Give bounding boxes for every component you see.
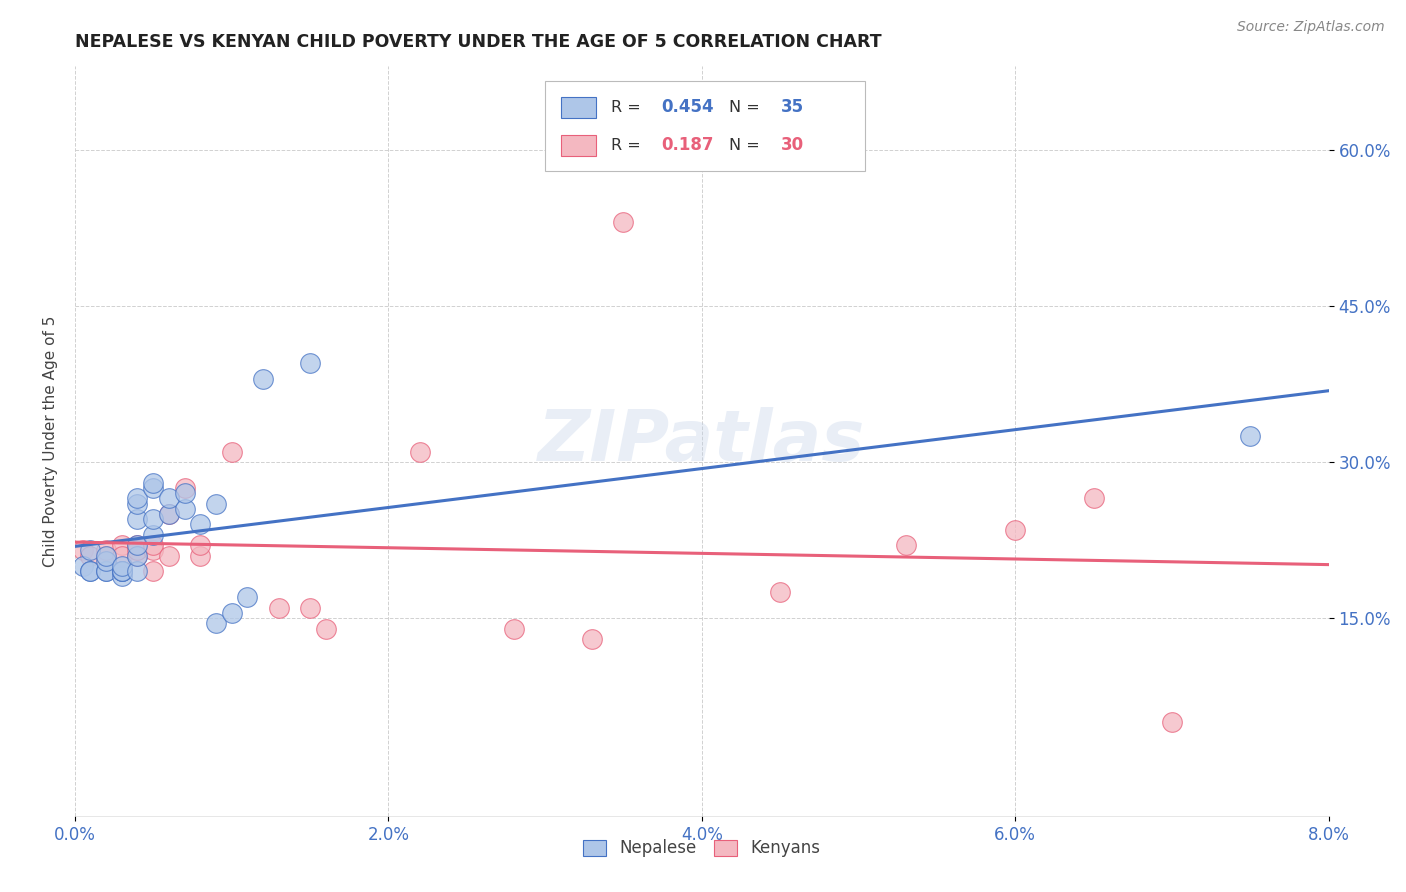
Text: N =: N =	[730, 137, 765, 153]
Text: 0.187: 0.187	[662, 136, 714, 154]
Y-axis label: Child Poverty Under the Age of 5: Child Poverty Under the Age of 5	[44, 316, 58, 566]
Point	[188, 549, 211, 563]
Point	[236, 591, 259, 605]
Point	[72, 559, 94, 574]
Point	[111, 549, 134, 563]
Point	[173, 481, 195, 495]
Point	[205, 497, 228, 511]
Point	[94, 554, 117, 568]
Text: 30: 30	[780, 136, 804, 154]
Point	[111, 564, 134, 578]
Point	[94, 549, 117, 563]
Point	[157, 507, 180, 521]
Point	[79, 564, 101, 578]
Point	[157, 491, 180, 506]
Point	[315, 622, 337, 636]
Point	[769, 585, 792, 599]
Text: 0.454: 0.454	[662, 98, 714, 116]
Point	[79, 549, 101, 563]
Point	[94, 549, 117, 563]
Point	[79, 564, 101, 578]
Point	[173, 501, 195, 516]
Point	[111, 538, 134, 552]
Point	[111, 559, 134, 574]
Point	[188, 517, 211, 532]
Point	[142, 538, 165, 552]
Point	[1083, 491, 1105, 506]
Point	[408, 444, 430, 458]
Point	[127, 549, 149, 563]
Point	[157, 507, 180, 521]
Point	[252, 372, 274, 386]
Point	[127, 549, 149, 563]
Legend: Nepalese, Kenyans: Nepalese, Kenyans	[576, 832, 827, 863]
Text: ZIPatlas: ZIPatlas	[538, 407, 866, 475]
Point	[94, 564, 117, 578]
Point	[894, 538, 917, 552]
Point	[298, 356, 321, 370]
Point	[188, 538, 211, 552]
Point	[581, 632, 603, 646]
Point	[157, 549, 180, 563]
Point	[111, 564, 134, 578]
Point	[205, 616, 228, 631]
Text: N =: N =	[730, 100, 765, 115]
Text: R =: R =	[612, 137, 651, 153]
FancyBboxPatch shape	[561, 135, 596, 156]
Point	[142, 512, 165, 526]
Point	[111, 569, 134, 583]
Point	[79, 543, 101, 558]
Point	[502, 622, 524, 636]
Point	[1239, 429, 1261, 443]
Point	[221, 444, 243, 458]
Point	[127, 491, 149, 506]
Text: NEPALESE VS KENYAN CHILD POVERTY UNDER THE AGE OF 5 CORRELATION CHART: NEPALESE VS KENYAN CHILD POVERTY UNDER T…	[75, 33, 882, 51]
FancyBboxPatch shape	[561, 97, 596, 118]
Point	[142, 475, 165, 490]
Point	[127, 543, 149, 558]
Point	[72, 543, 94, 558]
Text: Source: ZipAtlas.com: Source: ZipAtlas.com	[1237, 20, 1385, 34]
Point	[142, 528, 165, 542]
Point	[127, 538, 149, 552]
Point	[142, 543, 165, 558]
Point	[127, 497, 149, 511]
Point	[142, 564, 165, 578]
Point	[94, 564, 117, 578]
Text: 35: 35	[780, 98, 804, 116]
Text: R =: R =	[612, 100, 647, 115]
Point	[298, 600, 321, 615]
Point	[94, 543, 117, 558]
Point	[111, 564, 134, 578]
Point	[1161, 715, 1184, 730]
Point	[1004, 523, 1026, 537]
FancyBboxPatch shape	[546, 81, 865, 171]
Point	[127, 564, 149, 578]
Point	[612, 215, 634, 229]
Point	[267, 600, 290, 615]
Point	[221, 606, 243, 620]
Point	[127, 538, 149, 552]
Point	[173, 486, 195, 500]
Point	[127, 512, 149, 526]
Point	[142, 481, 165, 495]
